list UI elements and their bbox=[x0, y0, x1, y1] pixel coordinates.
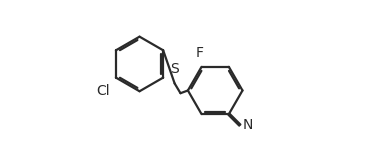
Text: S: S bbox=[170, 62, 179, 76]
Text: Cl: Cl bbox=[96, 84, 110, 98]
Text: F: F bbox=[196, 46, 204, 60]
Text: N: N bbox=[243, 118, 253, 132]
